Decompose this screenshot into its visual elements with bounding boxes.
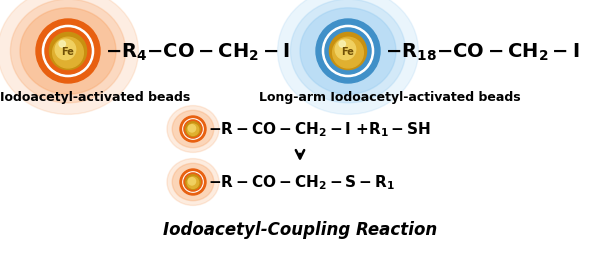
Text: Iodoacetyl-Coupling Reaction: Iodoacetyl-Coupling Reaction bbox=[163, 220, 437, 238]
Text: Iodoacetyl-activated beads: Iodoacetyl-activated beads bbox=[0, 91, 190, 104]
Ellipse shape bbox=[172, 111, 214, 148]
Circle shape bbox=[180, 169, 206, 195]
Text: Long-arm Iodoacetyl-activated beads: Long-arm Iodoacetyl-activated beads bbox=[259, 91, 521, 104]
Circle shape bbox=[325, 29, 371, 75]
Ellipse shape bbox=[172, 164, 214, 201]
Ellipse shape bbox=[278, 0, 418, 115]
Circle shape bbox=[188, 125, 196, 133]
Circle shape bbox=[184, 173, 202, 191]
Ellipse shape bbox=[10, 0, 125, 103]
Circle shape bbox=[59, 42, 65, 48]
Text: Fe: Fe bbox=[62, 47, 74, 57]
Circle shape bbox=[187, 177, 199, 189]
Circle shape bbox=[43, 26, 94, 77]
Ellipse shape bbox=[167, 106, 219, 153]
Circle shape bbox=[36, 20, 100, 84]
Circle shape bbox=[55, 40, 76, 60]
Ellipse shape bbox=[290, 0, 406, 103]
Circle shape bbox=[186, 175, 200, 189]
Ellipse shape bbox=[300, 9, 396, 95]
Circle shape bbox=[53, 38, 83, 69]
Circle shape bbox=[332, 38, 364, 69]
Text: $\mathbf{-R-CO-CH_2-I}$ $\mathbf{+ R_1-SH}$: $\mathbf{-R-CO-CH_2-I}$ $\mathbf{+ R_1-S… bbox=[208, 120, 431, 139]
Circle shape bbox=[49, 33, 86, 70]
Circle shape bbox=[180, 117, 206, 142]
Circle shape bbox=[188, 178, 196, 185]
Circle shape bbox=[187, 124, 199, 136]
Ellipse shape bbox=[167, 159, 219, 205]
Circle shape bbox=[186, 122, 200, 137]
Circle shape bbox=[45, 29, 91, 75]
Circle shape bbox=[329, 33, 367, 70]
Text: $\mathbf{-R-CO-CH_2-S-R_1}$: $\mathbf{-R-CO-CH_2-S-R_1}$ bbox=[208, 173, 395, 192]
Ellipse shape bbox=[0, 0, 139, 115]
Circle shape bbox=[335, 40, 356, 60]
Circle shape bbox=[316, 20, 380, 84]
Ellipse shape bbox=[20, 9, 116, 95]
Text: $\mathbf{-R_4}$$\mathbf{-CO-CH_2-I}$: $\mathbf{-R_4}$$\mathbf{-CO-CH_2-I}$ bbox=[105, 41, 290, 62]
Circle shape bbox=[183, 119, 203, 140]
Circle shape bbox=[184, 120, 202, 138]
Circle shape bbox=[322, 26, 374, 77]
Text: Fe: Fe bbox=[341, 47, 355, 57]
Circle shape bbox=[183, 172, 203, 192]
Text: $\mathbf{-R_{18}}$$\mathbf{-CO-CH_2-I}$: $\mathbf{-R_{18}}$$\mathbf{-CO-CH_2-I}$ bbox=[385, 41, 580, 62]
Circle shape bbox=[339, 42, 346, 48]
